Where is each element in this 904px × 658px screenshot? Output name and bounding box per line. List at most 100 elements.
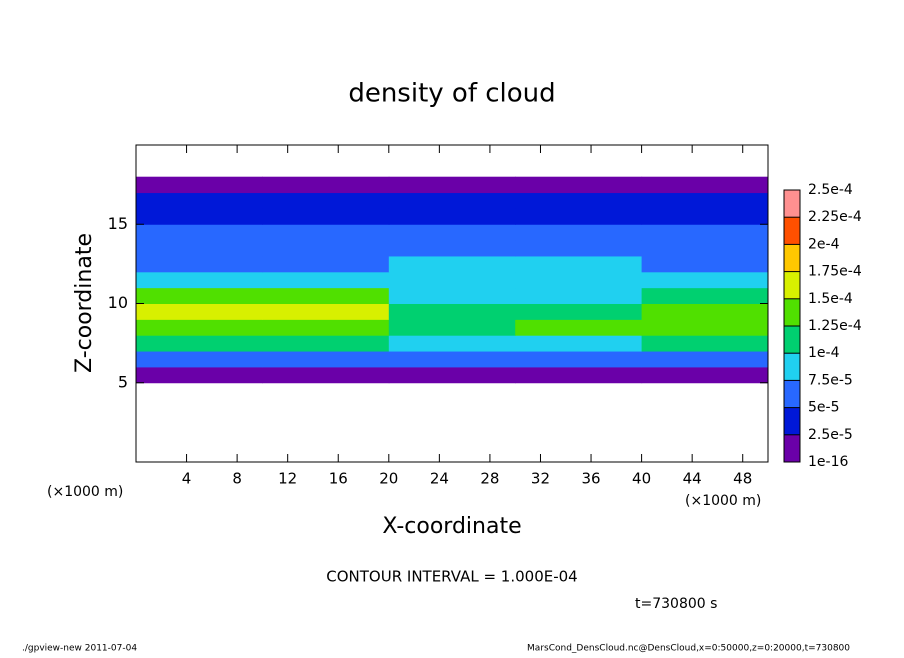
heat-cell: [388, 351, 516, 368]
colorbar-swatch: [784, 326, 800, 354]
heat-cell: [262, 351, 390, 368]
heat-cell: [515, 192, 643, 209]
heat-cell: [388, 208, 516, 225]
x-unit-right: (×1000 m): [685, 493, 761, 509]
heat-cell: [515, 319, 643, 336]
colorbar-swatch: [784, 380, 800, 408]
y-tick-label: 10: [108, 293, 128, 312]
heat-cell: [136, 319, 263, 336]
heat-cell: [388, 255, 516, 273]
colorbar-swatch: [784, 190, 800, 218]
heat-cell: [262, 271, 390, 289]
colorbar-label: 2.25e-4: [808, 209, 862, 225]
heat-cell: [262, 240, 390, 257]
colorbar-swatch: [784, 407, 800, 435]
heat-cell: [641, 192, 769, 209]
heat-cell: [641, 208, 769, 225]
heat-cell: [136, 287, 263, 304]
footer-right: MarsCond_DensCloud.nc@DensCloud,x=0:5000…: [527, 644, 850, 654]
heat-cell: [388, 366, 516, 384]
heat-cell: [515, 224, 643, 241]
heat-cell: [388, 335, 516, 352]
heat-cell: [262, 255, 390, 273]
colorbar-swatch: [784, 244, 800, 272]
heat-cell: [515, 255, 643, 273]
colorbar-label: 5e-5: [808, 400, 839, 416]
colorbar-swatch: [784, 434, 800, 462]
colorbar-swatch: [784, 298, 800, 326]
heat-cell: [136, 271, 263, 289]
chart-title: density of cloud: [348, 79, 555, 109]
x-tick-label: 4: [182, 470, 192, 488]
heat-cell: [515, 271, 643, 289]
heat-cell: [136, 366, 263, 384]
colorbar-label: 2e-4: [808, 236, 840, 252]
heat-cell: [262, 366, 390, 384]
colorbar-label: 7.5e-5: [808, 372, 853, 388]
footer-left: ./gpview-new 2011-07-04: [22, 644, 137, 654]
contour-note: CONTOUR INTERVAL = 1.000E-04: [326, 568, 577, 586]
heat-cell: [515, 335, 643, 352]
colorbar-label: 2.5e-5: [808, 427, 853, 443]
heat-cell: [515, 208, 643, 225]
y-axis-label: Z-coordinate: [72, 233, 97, 373]
heat-cell: [136, 255, 263, 273]
heat-cell: [136, 192, 263, 209]
heat-cell: [388, 287, 516, 304]
heat-cell: [641, 351, 769, 368]
y-tick-label: 15: [108, 214, 128, 233]
heat-cell: [641, 240, 769, 257]
colorbar-label: 2.5e-4: [808, 182, 853, 198]
x-tick-label: 24: [430, 470, 449, 488]
heat-cell: [136, 335, 263, 352]
heat-cell: [388, 176, 516, 194]
heat-cell: [388, 192, 516, 209]
heat-cell: [262, 319, 390, 336]
heat-cell: [641, 271, 769, 289]
colorbar-label: 1e-16: [808, 454, 848, 470]
heat-cell: [136, 176, 263, 194]
heat-cell: [388, 224, 516, 241]
heat-cell: [641, 366, 769, 384]
heat-cell: [388, 240, 516, 257]
heat-cell: [515, 351, 643, 368]
x-tick-label: 36: [581, 470, 600, 488]
heat-cell: [515, 176, 643, 194]
x-tick-label: 28: [480, 470, 499, 488]
x-tick-label: 20: [379, 470, 398, 488]
heat-cell: [262, 287, 390, 304]
colorbar-label: 1.5e-4: [808, 291, 853, 307]
heat-cell: [388, 303, 516, 320]
x-tick-label: 16: [329, 470, 348, 488]
heat-cell: [641, 319, 769, 336]
heat-cell: [388, 319, 516, 336]
heat-cell: [262, 335, 390, 352]
colorbar-label: 1.75e-4: [808, 264, 862, 280]
heat-cell: [641, 176, 769, 194]
x-tick-label: 44: [683, 470, 702, 488]
heat-cell: [515, 366, 643, 384]
colorbar-swatch: [784, 217, 800, 245]
x-tick-label: 32: [531, 470, 550, 488]
time-note: t=730800 s: [635, 596, 717, 612]
heat-cell: [136, 240, 263, 257]
x-tick-label: 40: [632, 470, 651, 488]
x-tick-label: 8: [232, 470, 242, 488]
x-tick-label: 48: [733, 470, 752, 488]
x-tick-label: 12: [278, 470, 297, 488]
heat-cell: [515, 303, 643, 320]
heat-cell: [641, 287, 769, 304]
heat-cell: [262, 224, 390, 241]
heat-cell: [388, 271, 516, 289]
heat-cell: [262, 192, 390, 209]
colorbar-label: 1.25e-4: [808, 318, 862, 334]
heat-cell: [136, 351, 263, 368]
heat-cell: [136, 303, 263, 320]
heat-cell: [136, 224, 263, 241]
heat-cell: [641, 224, 769, 241]
colorbar-swatch: [784, 353, 800, 381]
x-unit-left: (×1000 m): [47, 484, 123, 500]
heat-cell: [641, 335, 769, 352]
